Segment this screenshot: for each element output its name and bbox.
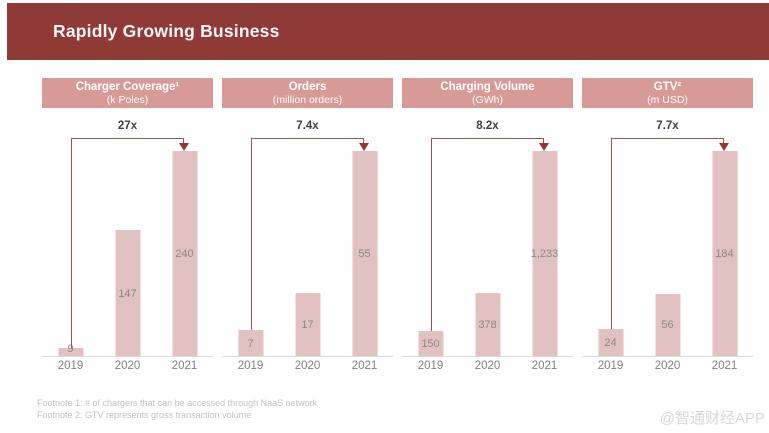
growth-arrow-line <box>363 138 365 144</box>
bar-2021 <box>352 151 377 356</box>
bar-chart: 24 56 184 <box>582 134 753 357</box>
growth-arrow-head <box>359 143 370 151</box>
bar-value-label: 9 <box>67 343 74 355</box>
bar-slot: 56 <box>639 134 696 356</box>
bar-slot: 7 <box>222 134 279 356</box>
charts-row: Charger Coverage¹ (k Poles) 27x 9 147 240 2019… <box>42 78 753 372</box>
growth-arrow-head <box>719 143 730 151</box>
bar-slot: 378 <box>459 134 516 356</box>
bar-2019 <box>598 329 623 356</box>
chart-panel-header: Orders (million orders) <box>222 78 393 108</box>
chart-title: GTV² <box>653 80 682 93</box>
x-axis-label: 2019 <box>57 360 84 372</box>
bar-slot: 1,233 <box>516 134 573 356</box>
bar-slot: 240 <box>156 134 213 356</box>
bar-value-label: 1,233 <box>530 248 559 260</box>
chart-panel-header: Charger Coverage¹ (k Poles) <box>42 78 213 108</box>
bar-2021 <box>712 151 737 356</box>
growth-arrow-line <box>543 138 545 144</box>
bar-value-label: 56 <box>661 319 674 332</box>
footnote-2: Footnote 2: GTV represents gross transac… <box>37 409 252 420</box>
bar-2020 <box>475 293 500 356</box>
bar-2019 <box>418 331 443 356</box>
bar-value-label: 378 <box>478 319 497 332</box>
footnotes: Footnote 1: # of chargers that can be ac… <box>37 398 317 421</box>
x-axis-label: 2020 <box>114 360 141 372</box>
bar-2020 <box>295 292 320 356</box>
bar-slot: 9 <box>42 134 99 356</box>
x-axis-label: 2020 <box>654 360 681 372</box>
bar-slot: 184 <box>696 134 753 356</box>
growth-arrow-line <box>610 138 612 330</box>
growth-multiplier: 8.2x <box>476 120 499 132</box>
watermark: @智通财经APP <box>659 410 765 427</box>
bar-2019 <box>58 348 83 356</box>
bar-chart: 9 147 240 <box>42 134 213 357</box>
chart-unit: (m USD) <box>647 93 688 106</box>
bar-2020 <box>655 293 680 356</box>
bar-slot: 150 <box>402 134 459 356</box>
x-axis-labels: 2019 2020 2021 <box>582 360 753 372</box>
chart-panel-4: GTV² (m USD) 7.7x 24 56 184 2019 2020 2021 <box>582 78 753 372</box>
chart-panel-2: Orders (million orders) 7.4x 7 17 55 2019 2020 2… <box>222 78 393 372</box>
bar-2019 <box>238 329 263 356</box>
x-axis-labels: 2019 2020 2021 <box>222 360 393 372</box>
footnote-1: Footnote 1: # of chargers that can be ac… <box>37 398 318 408</box>
growth-arrow-line <box>70 138 72 349</box>
x-axis-labels: 2019 2020 2021 <box>42 360 213 372</box>
bar-chart: 150 378 1,233 <box>402 134 573 357</box>
growth-arrow-head <box>539 143 550 151</box>
x-axis-label: 2020 <box>294 360 321 372</box>
bar-value-label: 17 <box>301 318 314 331</box>
bar-slot: 55 <box>336 134 393 356</box>
x-axis-label: 2021 <box>531 360 558 372</box>
growth-arrow-line <box>430 138 432 332</box>
growth-multiplier: 27x <box>117 120 138 132</box>
growth-multiplier: 7.4x <box>296 120 319 132</box>
growth-arrow-line <box>610 138 725 139</box>
x-axis-labels: 2019 2020 2021 <box>402 360 573 372</box>
chart-panel-1: Charger Coverage¹ (k Poles) 27x 9 147 240 2019… <box>42 78 213 372</box>
bar-2021 <box>172 151 197 356</box>
bar-slot: 17 <box>279 134 336 356</box>
x-axis-label: 2021 <box>351 360 378 372</box>
bar-slot: 24 <box>582 134 639 356</box>
bar-value-label: 240 <box>175 248 194 260</box>
x-axis-label: 2019 <box>417 360 444 372</box>
chart-panel-header: Charging Volume (GWh) <box>402 78 573 108</box>
bar-2020 <box>115 230 140 356</box>
chart-unit: (GWh) <box>472 93 503 106</box>
growth-arrow-line <box>250 138 252 330</box>
bar-value-label: 150 <box>421 338 440 350</box>
growth-arrow-line <box>250 138 365 139</box>
bar-value-label: 184 <box>715 248 734 260</box>
bar-value-label: 147 <box>118 287 137 300</box>
chart-title: Charger Coverage¹ <box>75 80 180 93</box>
growth-arrow-line <box>430 138 545 139</box>
bar-2021 <box>532 151 557 356</box>
slide-title: Rapidly Growing Business <box>53 21 280 41</box>
chart-title: Orders <box>288 80 327 93</box>
growth-arrow-line <box>183 138 185 144</box>
chart-title: Charging Volume <box>440 80 535 93</box>
bar-chart: 7 17 55 <box>222 134 393 357</box>
title-banner: Rapidly Growing Business <box>7 3 769 60</box>
bar-value-label: 7 <box>247 337 254 350</box>
chart-panel-header: GTV² (m USD) <box>582 78 753 108</box>
chart-unit: (million orders) <box>272 93 343 106</box>
bar-value-label: 55 <box>358 248 371 260</box>
growth-multiplier: 7.7x <box>656 120 679 132</box>
x-axis-label: 2019 <box>237 360 264 372</box>
growth-arrow-line <box>723 138 725 144</box>
bar-slot: 147 <box>99 134 156 356</box>
x-axis-label: 2019 <box>597 360 624 372</box>
chart-panel-3: Charging Volume (GWh) 8.2x 150 378 1,233 2019 2… <box>402 78 573 372</box>
chart-unit: (k Poles) <box>106 93 149 106</box>
bar-value-label: 24 <box>604 337 617 350</box>
growth-arrow-head <box>179 143 190 151</box>
x-axis-label: 2021 <box>711 360 738 372</box>
x-axis-label: 2021 <box>171 360 198 372</box>
x-axis-label: 2020 <box>474 360 501 372</box>
growth-arrow-line <box>70 138 185 139</box>
